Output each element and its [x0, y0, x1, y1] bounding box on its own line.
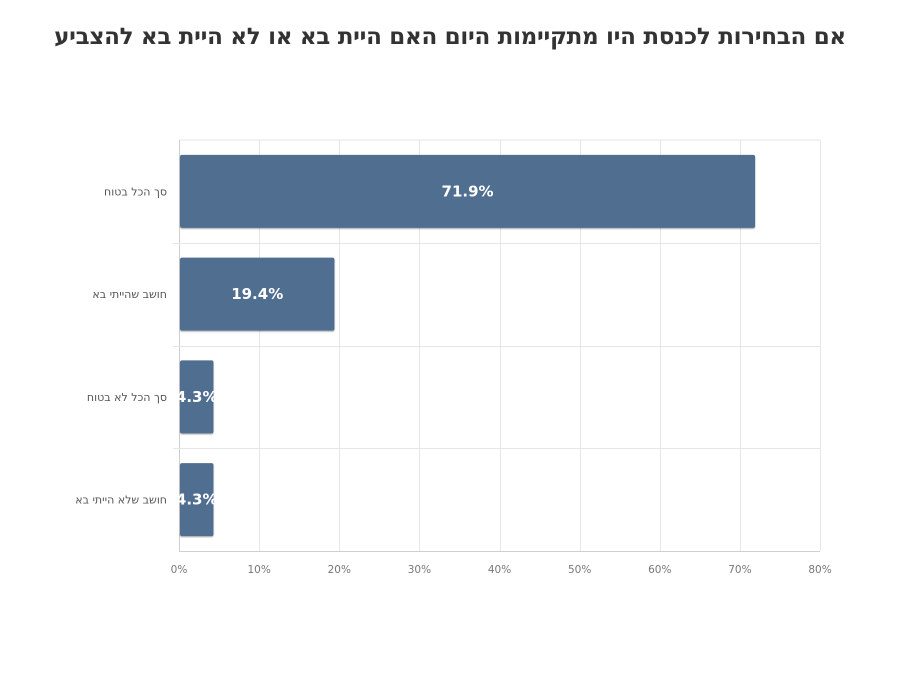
data-label: 4.3%	[176, 388, 218, 406]
category-label: סך הכל לא בטוח	[87, 391, 167, 404]
x-axis-tick-labels: 0% 10% 20% 30% 40% 50% 60% 70% 80%	[171, 564, 832, 576]
bars	[180, 154, 756, 537]
x-tick-label: 50%	[568, 564, 591, 576]
category-label: חושב שהייתי בא	[92, 288, 167, 301]
x-tick-label: 40%	[488, 564, 511, 576]
chart-title: אם הבחירות לכנסת היו מתקיימות היום האם ה…	[54, 24, 846, 50]
x-tick-label: 60%	[648, 564, 671, 576]
category-labels: סך הכל בטוח חושב שהייתי בא סך הכל לא בטוח ח…	[75, 185, 167, 506]
category-label: חושב שלא הייתי בא	[75, 494, 167, 507]
x-tick-label: 0%	[171, 564, 188, 576]
x-tick-label: 80%	[808, 564, 831, 576]
x-tick-label: 70%	[728, 564, 751, 576]
bar	[180, 463, 214, 537]
data-label: 4.3%	[176, 491, 218, 509]
data-label: 19.4%	[231, 285, 283, 303]
bar	[180, 360, 214, 434]
x-tick-label: 20%	[328, 564, 351, 576]
data-label: 71.9%	[442, 182, 494, 200]
x-tick-label: 30%	[408, 564, 431, 576]
bar	[180, 154, 756, 228]
category-label: סך הכל בטוח	[104, 185, 167, 198]
x-tick-label: 10%	[247, 564, 270, 576]
bar	[180, 257, 335, 331]
data-labels: 71.9% 19.4% 4.3% 4.3%	[176, 182, 494, 508]
